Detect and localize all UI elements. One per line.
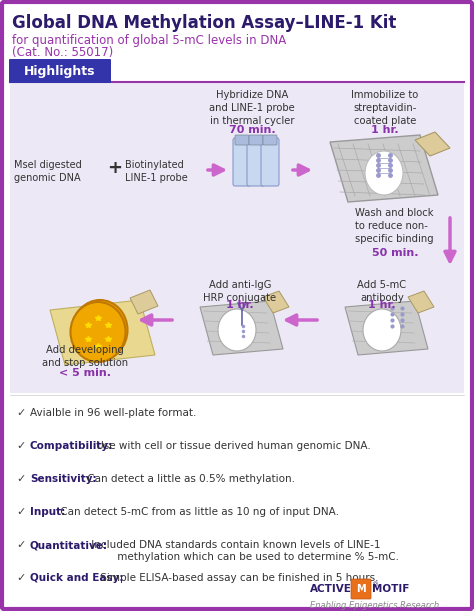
Text: Highlights: Highlights (24, 65, 96, 78)
Text: ✓: ✓ (16, 474, 26, 484)
Text: 50 min.: 50 min. (372, 248, 418, 258)
Text: 70 min.: 70 min. (228, 125, 275, 135)
Polygon shape (415, 132, 450, 156)
Text: Add developing
and stop solution: Add developing and stop solution (42, 345, 128, 368)
Text: ✓: ✓ (16, 573, 26, 583)
Polygon shape (130, 290, 158, 314)
Text: Avialble in 96 well-plate format.: Avialble in 96 well-plate format. (30, 408, 196, 418)
Text: MseI digested
genomic DNA: MseI digested genomic DNA (14, 160, 82, 183)
Text: Add 5-mC
antibody: Add 5-mC antibody (357, 280, 407, 303)
Text: < 5 min.: < 5 min. (59, 368, 111, 378)
Ellipse shape (365, 151, 403, 195)
Polygon shape (200, 301, 283, 355)
Text: Hybridize DNA
and LINE-1 probe
in thermal cycler: Hybridize DNA and LINE-1 probe in therma… (209, 90, 295, 126)
FancyBboxPatch shape (261, 138, 279, 186)
Text: Input:: Input: (30, 507, 65, 517)
FancyBboxPatch shape (351, 579, 371, 599)
Ellipse shape (73, 300, 128, 360)
Text: Can detect 5-mC from as little as 10 ng of input DNA.: Can detect 5-mC from as little as 10 ng … (57, 507, 339, 517)
Text: Use with cell or tissue derived human genomic DNA.: Use with cell or tissue derived human ge… (93, 441, 371, 451)
FancyBboxPatch shape (263, 135, 277, 145)
Polygon shape (50, 300, 155, 365)
Polygon shape (263, 291, 289, 313)
FancyBboxPatch shape (249, 135, 263, 145)
Text: (Cat. No.: 55017): (Cat. No.: 55017) (12, 46, 113, 59)
Text: 1 hr.: 1 hr. (368, 300, 396, 310)
Ellipse shape (218, 309, 256, 351)
FancyBboxPatch shape (233, 138, 251, 186)
Polygon shape (330, 135, 438, 202)
Text: ✓: ✓ (16, 408, 26, 418)
Text: Enabling Epigenetics Research: Enabling Epigenetics Research (310, 601, 439, 610)
Text: Add anti-IgG
HRP conjugate: Add anti-IgG HRP conjugate (203, 280, 276, 303)
Text: ®: ® (372, 582, 379, 588)
Ellipse shape (71, 302, 126, 362)
Text: ACTIVE: ACTIVE (310, 584, 352, 594)
Text: Compatibility:: Compatibility: (30, 441, 113, 451)
Text: +: + (108, 159, 122, 177)
Text: ✓: ✓ (16, 540, 26, 550)
Text: Quantitative:: Quantitative: (30, 540, 108, 550)
Text: M: M (356, 584, 366, 594)
FancyBboxPatch shape (10, 83, 464, 393)
Ellipse shape (363, 309, 401, 351)
FancyBboxPatch shape (235, 135, 249, 145)
Text: ✓: ✓ (16, 441, 26, 451)
Text: MOTIF: MOTIF (372, 584, 410, 594)
Text: for quantification of global 5-mC levels in DNA: for quantification of global 5-mC levels… (12, 34, 286, 47)
Text: Immobilize to
streptavidin-
coated plate: Immobilize to streptavidin- coated plate (351, 90, 419, 126)
Text: Simple ELISA-based assay can be finished in 5 hours.: Simple ELISA-based assay can be finished… (98, 573, 379, 583)
Text: Sensitivity:: Sensitivity: (30, 474, 97, 484)
Polygon shape (345, 301, 428, 355)
Text: 1 hr.: 1 hr. (226, 300, 254, 310)
Text: 1 hr.: 1 hr. (371, 125, 399, 135)
Polygon shape (408, 291, 434, 313)
FancyBboxPatch shape (9, 59, 111, 83)
Text: Global DNA Methylation Assay–LINE-1 Kit: Global DNA Methylation Assay–LINE-1 Kit (12, 14, 396, 32)
Text: Biotinylated
LINE-1 probe: Biotinylated LINE-1 probe (125, 160, 188, 183)
Text: Included DNA standards contain known levels of LINE-1
         methylation which: Included DNA standards contain known lev… (89, 540, 400, 562)
FancyBboxPatch shape (247, 138, 265, 186)
Text: Quick and Easy:: Quick and Easy: (30, 573, 124, 583)
Text: Can detect a little as 0.5% methylation.: Can detect a little as 0.5% methylation. (84, 474, 295, 484)
Text: ✓: ✓ (16, 507, 26, 517)
Text: Wash and block
to reduce non-
specific binding: Wash and block to reduce non- specific b… (355, 208, 434, 244)
